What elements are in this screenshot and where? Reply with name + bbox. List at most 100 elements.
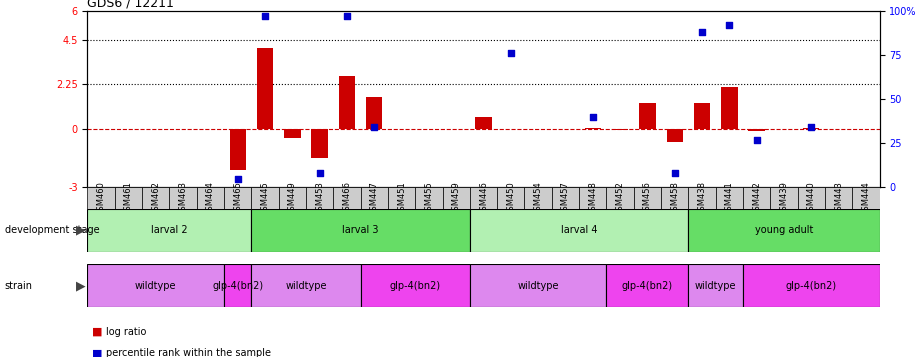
FancyBboxPatch shape bbox=[361, 187, 388, 209]
FancyBboxPatch shape bbox=[634, 187, 661, 209]
Text: GSM463: GSM463 bbox=[179, 181, 188, 216]
Bar bbox=[639, 103, 656, 129]
FancyBboxPatch shape bbox=[306, 187, 333, 209]
Point bbox=[804, 125, 819, 130]
FancyBboxPatch shape bbox=[743, 264, 880, 307]
Text: GSM462: GSM462 bbox=[151, 181, 160, 216]
Text: GSM454: GSM454 bbox=[533, 181, 542, 216]
Bar bbox=[366, 97, 382, 129]
Text: strain: strain bbox=[5, 281, 32, 291]
Bar bbox=[229, 129, 246, 170]
FancyBboxPatch shape bbox=[87, 209, 251, 252]
Text: GSM447: GSM447 bbox=[369, 181, 379, 216]
Text: ▶: ▶ bbox=[76, 279, 86, 292]
Text: larval 2: larval 2 bbox=[151, 225, 188, 235]
Text: GSM459: GSM459 bbox=[451, 181, 460, 216]
Text: GSM458: GSM458 bbox=[670, 181, 679, 216]
Text: wildtype: wildtype bbox=[135, 281, 177, 291]
FancyBboxPatch shape bbox=[388, 187, 415, 209]
Bar bbox=[667, 129, 682, 142]
Text: GSM465: GSM465 bbox=[233, 181, 242, 216]
Bar bbox=[475, 117, 492, 129]
Text: GSM443: GSM443 bbox=[834, 181, 843, 216]
FancyBboxPatch shape bbox=[279, 187, 306, 209]
FancyBboxPatch shape bbox=[825, 187, 852, 209]
Text: GSM441: GSM441 bbox=[725, 181, 734, 216]
Text: GSM442: GSM442 bbox=[752, 181, 761, 216]
FancyBboxPatch shape bbox=[224, 187, 251, 209]
FancyBboxPatch shape bbox=[606, 264, 688, 307]
Point bbox=[722, 22, 737, 28]
Text: wildtype: wildtype bbox=[518, 281, 559, 291]
Text: GSM456: GSM456 bbox=[643, 181, 652, 216]
Bar bbox=[803, 127, 820, 129]
Text: ■: ■ bbox=[92, 327, 102, 337]
Bar bbox=[285, 129, 300, 139]
Text: wildtype: wildtype bbox=[695, 281, 737, 291]
Text: wildtype: wildtype bbox=[286, 281, 327, 291]
Text: GSM440: GSM440 bbox=[807, 181, 816, 216]
FancyBboxPatch shape bbox=[470, 187, 497, 209]
Text: glp-4(bn2): glp-4(bn2) bbox=[390, 281, 441, 291]
FancyBboxPatch shape bbox=[852, 187, 880, 209]
Bar bbox=[721, 87, 738, 129]
Point bbox=[586, 114, 600, 120]
Text: GSM464: GSM464 bbox=[206, 181, 215, 216]
Text: GSM451: GSM451 bbox=[397, 181, 406, 216]
Bar bbox=[257, 48, 274, 129]
FancyBboxPatch shape bbox=[115, 187, 142, 209]
Text: GSM461: GSM461 bbox=[124, 181, 133, 216]
Text: percentile rank within the sample: percentile rank within the sample bbox=[106, 348, 271, 357]
Point bbox=[668, 170, 682, 176]
Text: glp-4(bn2): glp-4(bn2) bbox=[786, 281, 837, 291]
Text: development stage: development stage bbox=[5, 225, 99, 235]
Point bbox=[750, 137, 764, 142]
FancyBboxPatch shape bbox=[197, 187, 224, 209]
Text: ▶: ▶ bbox=[76, 224, 86, 237]
FancyBboxPatch shape bbox=[552, 187, 579, 209]
Text: GSM453: GSM453 bbox=[315, 181, 324, 216]
FancyBboxPatch shape bbox=[142, 187, 169, 209]
FancyBboxPatch shape bbox=[251, 264, 361, 307]
FancyBboxPatch shape bbox=[443, 187, 470, 209]
FancyBboxPatch shape bbox=[333, 187, 361, 209]
FancyBboxPatch shape bbox=[415, 187, 443, 209]
FancyBboxPatch shape bbox=[497, 187, 524, 209]
Point bbox=[340, 13, 355, 19]
FancyBboxPatch shape bbox=[770, 187, 798, 209]
Text: GSM445: GSM445 bbox=[261, 181, 270, 216]
Text: glp-4(bn2): glp-4(bn2) bbox=[622, 281, 673, 291]
Text: GSM446: GSM446 bbox=[479, 181, 488, 216]
Text: glp-4(bn2): glp-4(bn2) bbox=[212, 281, 263, 291]
FancyBboxPatch shape bbox=[251, 209, 470, 252]
Text: larval 3: larval 3 bbox=[343, 225, 379, 235]
Point bbox=[694, 29, 709, 35]
FancyBboxPatch shape bbox=[688, 264, 743, 307]
FancyBboxPatch shape bbox=[224, 264, 251, 307]
FancyBboxPatch shape bbox=[688, 209, 880, 252]
FancyBboxPatch shape bbox=[470, 209, 688, 252]
FancyBboxPatch shape bbox=[251, 187, 279, 209]
Point bbox=[367, 125, 381, 130]
FancyBboxPatch shape bbox=[87, 187, 115, 209]
Text: GSM466: GSM466 bbox=[343, 181, 352, 216]
FancyBboxPatch shape bbox=[606, 187, 634, 209]
Text: GSM439: GSM439 bbox=[779, 181, 788, 216]
Bar bbox=[585, 127, 601, 129]
FancyBboxPatch shape bbox=[524, 187, 552, 209]
Text: GSM452: GSM452 bbox=[615, 181, 624, 216]
Point bbox=[230, 176, 245, 181]
Text: GSM457: GSM457 bbox=[561, 181, 570, 216]
Bar bbox=[339, 76, 356, 129]
Bar bbox=[612, 129, 628, 130]
Text: log ratio: log ratio bbox=[106, 327, 146, 337]
FancyBboxPatch shape bbox=[361, 264, 470, 307]
Bar bbox=[694, 103, 710, 129]
Point bbox=[504, 50, 519, 56]
FancyBboxPatch shape bbox=[743, 187, 770, 209]
Bar bbox=[311, 129, 328, 158]
Text: GSM444: GSM444 bbox=[861, 181, 870, 216]
Bar bbox=[749, 129, 764, 131]
Text: GDS6 / 12211: GDS6 / 12211 bbox=[87, 0, 174, 10]
Text: ■: ■ bbox=[92, 348, 102, 357]
